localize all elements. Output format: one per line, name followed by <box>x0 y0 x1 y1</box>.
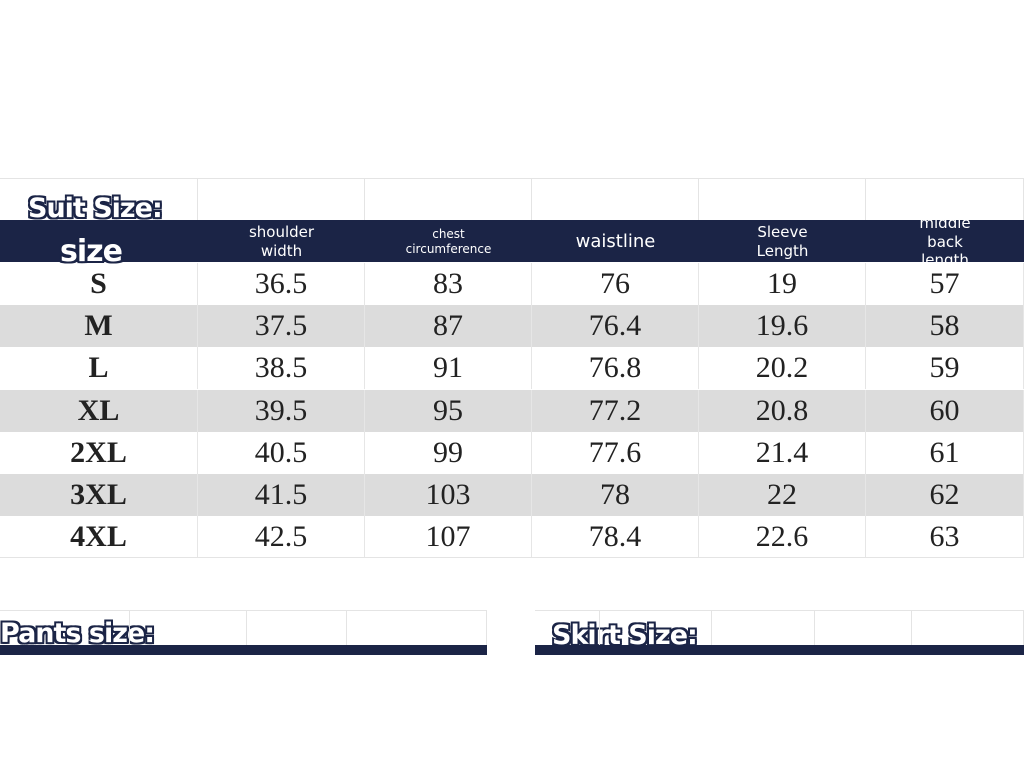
grid-cell <box>699 178 866 220</box>
table-cell: 19 <box>699 263 866 305</box>
grid-cell <box>600 610 712 645</box>
row-stripe <box>0 305 1024 348</box>
grid-cell <box>0 178 198 220</box>
table-cell: L <box>0 347 198 390</box>
table-cell: S <box>0 263 198 305</box>
table-cell: 107 <box>365 516 532 559</box>
table-cell: 62 <box>866 474 1024 516</box>
header-cell: chest circumference <box>405 227 492 256</box>
header-cell: size <box>60 234 123 269</box>
table-cell: 22.6 <box>699 516 866 559</box>
header-cell: waistline <box>575 230 656 252</box>
table-cell: 95 <box>365 389 532 432</box>
table-cell: 59 <box>866 347 1024 390</box>
table-cell: 38.5 <box>198 347 365 390</box>
table-cell: 20.2 <box>699 347 866 390</box>
header-cell: Sleeve Length <box>756 223 809 260</box>
grid-cell <box>532 178 699 220</box>
table-cell: 42.5 <box>198 516 365 559</box>
table-cell: 2XL <box>0 431 198 474</box>
grid-cell <box>247 610 347 645</box>
table-cell: M <box>0 305 198 348</box>
table-cell: 60 <box>866 389 1024 432</box>
table-cell: 103 <box>365 474 532 516</box>
table-cell: 91 <box>365 347 532 390</box>
table-cell: XL <box>0 389 198 432</box>
row-stripe <box>0 389 1024 432</box>
table-cell: 87 <box>365 305 532 348</box>
table-cell: 19.6 <box>699 305 866 348</box>
pants-band <box>0 645 487 655</box>
table-cell: 76.8 <box>532 347 699 390</box>
grid-cell <box>0 610 130 645</box>
grid-cell <box>815 610 912 645</box>
suit-title: Suit Size: <box>28 193 163 224</box>
table-cell: 76 <box>532 263 699 305</box>
row-stripe <box>0 474 1024 516</box>
grid-cell <box>198 178 365 220</box>
table-cell: 39.5 <box>198 389 365 432</box>
table-cell: 61 <box>866 431 1024 474</box>
skirt-title: Skirt Size: <box>552 620 698 651</box>
header-cell: shoulder width <box>248 223 315 260</box>
grid-cell <box>912 610 1024 645</box>
table-cell: 77.2 <box>532 389 699 432</box>
table-cell: 78.4 <box>532 516 699 559</box>
table-cell: 40.5 <box>198 431 365 474</box>
table-cell: 22 <box>699 474 866 516</box>
header-band <box>0 220 1024 262</box>
table-cell: 58 <box>866 305 1024 348</box>
grid-cell <box>130 610 247 645</box>
table-cell: 21.4 <box>699 431 866 474</box>
table-cell: 41.5 <box>198 474 365 516</box>
table-cell: 99 <box>365 431 532 474</box>
grid-cell <box>365 178 532 220</box>
header-cell: middle back length <box>919 213 971 270</box>
table-cell: 78 <box>532 474 699 516</box>
grid-cell <box>535 610 600 645</box>
table-cell: 36.5 <box>198 263 365 305</box>
table-cell: 77.6 <box>532 431 699 474</box>
table-cell: 63 <box>866 516 1024 559</box>
table-cell: 83 <box>365 263 532 305</box>
table-cell: 4XL <box>0 516 198 559</box>
grid-cell <box>712 610 815 645</box>
table-cell: 76.4 <box>532 305 699 348</box>
table-bottom <box>0 557 1024 558</box>
table-cell: 3XL <box>0 474 198 516</box>
table-cell: 37.5 <box>198 305 365 348</box>
table-cell: 20.8 <box>699 389 866 432</box>
table-cell: 57 <box>866 263 1024 305</box>
grid-cell <box>347 610 487 645</box>
skirt-band <box>535 645 1024 655</box>
